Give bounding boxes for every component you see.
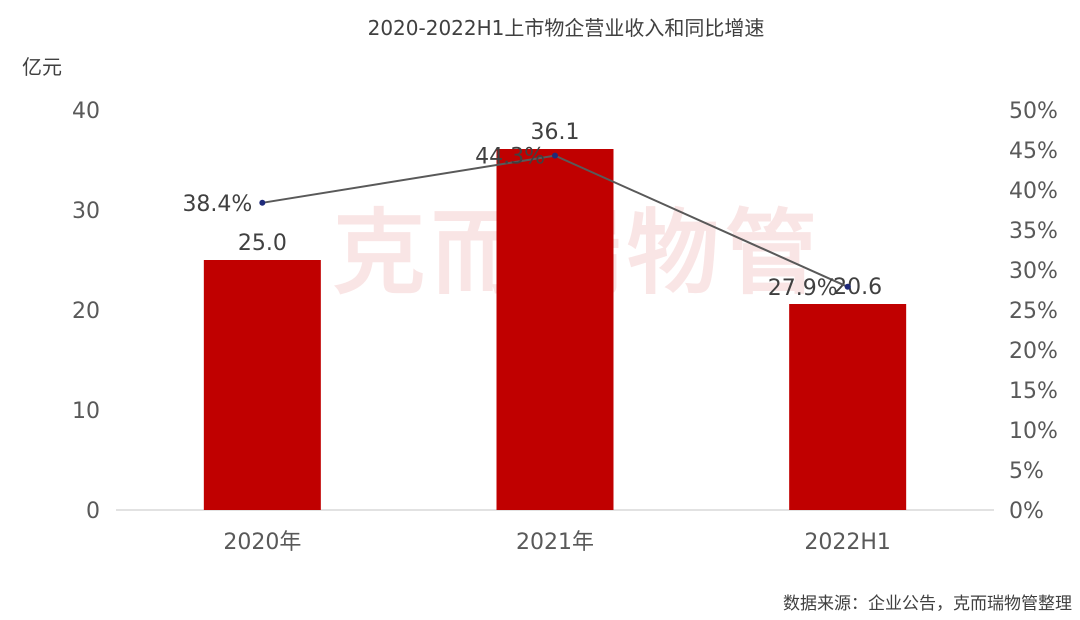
left-axis-ticks: 0 10 20 30 40 bbox=[72, 99, 100, 524]
growth-value-label: 27.9% bbox=[768, 276, 838, 301]
revenue-bar bbox=[789, 304, 907, 510]
right-axis-tick-label: 20% bbox=[1009, 339, 1058, 364]
chart-title: 2020-2022H1上市物企营业收入和同比增速 bbox=[368, 16, 765, 40]
x-axis-category-label: 2021年 bbox=[516, 530, 594, 555]
revenue-value-label: 20.6 bbox=[833, 275, 882, 300]
growth-value-label: 44.3% bbox=[475, 145, 545, 170]
left-axis-tick-label: 10 bbox=[72, 399, 100, 424]
x-axis-categories: 2020年 2021年 2022H1 bbox=[223, 530, 891, 555]
right-axis-tick-label: 10% bbox=[1009, 419, 1058, 444]
left-axis-tick-label: 30 bbox=[72, 199, 100, 224]
revenue-value-label: 36.1 bbox=[531, 120, 580, 145]
right-axis-tick-label: 25% bbox=[1009, 299, 1058, 324]
revenue-bar bbox=[496, 149, 614, 510]
y-axis-unit-label: 亿元 bbox=[22, 55, 62, 79]
left-axis-tick-label: 40 bbox=[72, 99, 100, 124]
left-axis-tick-label: 0 bbox=[86, 499, 100, 524]
right-axis-tick-label: 50% bbox=[1009, 99, 1058, 124]
revenue-value-label: 25.0 bbox=[238, 231, 287, 256]
source-note: 数据来源：企业公告，克而瑞物管整理 bbox=[783, 594, 1072, 614]
right-axis-tick-label: 35% bbox=[1009, 219, 1058, 244]
growth-point-marker bbox=[259, 199, 266, 206]
right-axis-tick-label: 40% bbox=[1009, 179, 1058, 204]
right-axis-tick-label: 30% bbox=[1009, 259, 1058, 284]
x-axis-category-label: 2022H1 bbox=[804, 530, 891, 555]
left-axis-tick-label: 20 bbox=[72, 299, 100, 324]
growth-value-label: 38.4% bbox=[182, 192, 252, 217]
bar-series: 25.0 36.1 20.6 bbox=[203, 120, 907, 510]
growth-line-series: 38.4% 44.3% 27.9% bbox=[182, 145, 851, 301]
right-axis-tick-label: 45% bbox=[1009, 139, 1058, 164]
right-axis-ticks: 0% 5% 10% 15% 20% 25% 30% 35% 40% 45% 50% bbox=[1009, 99, 1058, 524]
growth-point-marker bbox=[552, 152, 558, 159]
right-axis-tick-label: 15% bbox=[1009, 379, 1058, 404]
growth-point-marker bbox=[844, 283, 851, 290]
right-axis-tick-label: 0% bbox=[1009, 499, 1044, 524]
revenue-bar bbox=[203, 260, 321, 510]
right-axis-tick-label: 5% bbox=[1009, 459, 1044, 484]
x-axis-category-label: 2020年 bbox=[223, 530, 301, 555]
